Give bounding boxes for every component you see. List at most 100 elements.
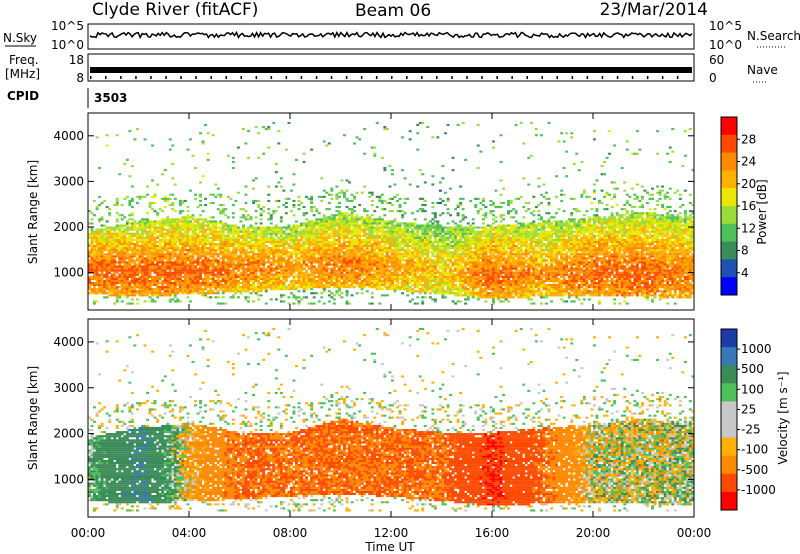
power-cell: [174, 286, 177, 288]
power-cell: [176, 280, 179, 282]
power-cell: [257, 294, 260, 296]
power-cell: [272, 243, 275, 245]
power-cell: [144, 247, 147, 249]
power-cell: [262, 235, 265, 237]
power-cell: [240, 261, 243, 263]
power-cell: [184, 261, 187, 263]
power-cell: [300, 270, 303, 272]
power-cell: [202, 278, 205, 280]
power-cell: [242, 278, 245, 280]
nave-mark: [421, 76, 423, 79]
power-cell: [293, 251, 296, 253]
power-cell: [310, 270, 313, 272]
power-cell: [139, 233, 142, 235]
power-cell: [164, 280, 167, 282]
power-cell: [169, 218, 172, 220]
power-cell: [126, 272, 129, 274]
power-cell: [217, 259, 220, 261]
power-cell: [181, 292, 184, 294]
power-cell: [224, 280, 227, 282]
power-cell: [189, 290, 192, 292]
power-cell: [234, 233, 237, 235]
power-cell: [229, 198, 232, 200]
power-cell: [154, 282, 157, 284]
power-cell: [277, 200, 280, 202]
power-cell: [245, 235, 248, 237]
power-cell: [101, 225, 104, 227]
power-cell: [265, 237, 268, 239]
power-cell: [121, 274, 124, 276]
power-cell: [91, 259, 94, 261]
power-cell: [260, 268, 263, 270]
power-cell: [176, 229, 179, 231]
power-cell: [240, 229, 243, 231]
power-cell: [260, 284, 263, 286]
power-cell: [181, 251, 184, 253]
power-cell: [199, 132, 202, 134]
power-cell: [141, 249, 144, 251]
power-cell: [108, 251, 111, 253]
power-cell: [265, 231, 268, 233]
power-cell: [255, 288, 258, 290]
power-cell: [277, 130, 280, 132]
power-cell: [212, 194, 215, 196]
power-cell: [111, 270, 114, 272]
power-cell: [98, 245, 101, 247]
power-cell: [245, 286, 248, 288]
power-cell: [187, 276, 190, 278]
power-cell: [149, 290, 152, 292]
power-cell: [121, 231, 124, 233]
power-cell: [260, 241, 263, 243]
power-cell: [217, 247, 220, 249]
power-cell: [98, 270, 101, 272]
power-cell: [282, 190, 285, 192]
power-cell: [270, 235, 273, 237]
power-cell: [101, 280, 104, 282]
power-cell: [270, 233, 273, 235]
power-cell: [202, 243, 205, 245]
power-cell: [310, 284, 313, 286]
power-cell: [151, 255, 154, 257]
power-cell: [174, 237, 177, 239]
power-cell: [290, 264, 293, 266]
power-cell: [298, 296, 301, 298]
power-cell: [237, 268, 240, 270]
power-cell: [300, 229, 303, 231]
power-cell: [179, 264, 182, 266]
power-cell: [149, 255, 152, 257]
date-title: 23/Mar/2014: [600, 0, 708, 20]
power-cell: [108, 249, 111, 251]
power-cell: [123, 290, 126, 292]
power-cell: [240, 290, 243, 292]
power-cell: [303, 296, 306, 298]
power-cell: [275, 278, 278, 280]
power-cell: [219, 237, 222, 239]
power-cell: [245, 251, 248, 253]
power-cell: [93, 259, 96, 261]
power-cell: [310, 200, 313, 202]
power-cell: [136, 231, 139, 233]
power-cell: [197, 225, 200, 227]
power-cell: [171, 288, 174, 290]
power-cell: [290, 241, 293, 243]
power-cell: [118, 245, 121, 247]
power-cell: [247, 214, 250, 216]
power-cell: [295, 229, 298, 231]
nave-mark: [331, 76, 333, 79]
power-cell: [136, 241, 139, 243]
power-cell: [126, 241, 129, 243]
power-cell: [159, 259, 162, 261]
power-cell: [149, 286, 152, 288]
power-cell: [212, 284, 215, 286]
power-cell: [194, 268, 197, 270]
power-cell: [108, 237, 111, 239]
power-cell: [179, 243, 182, 245]
power-cell: [199, 276, 202, 278]
power-cell: [169, 220, 172, 222]
power-cell: [310, 206, 313, 208]
power-cell: [204, 266, 207, 268]
power-cell: [123, 294, 126, 296]
power-cell: [224, 251, 227, 253]
power-cell: [189, 222, 192, 224]
power-cell: [108, 239, 111, 241]
